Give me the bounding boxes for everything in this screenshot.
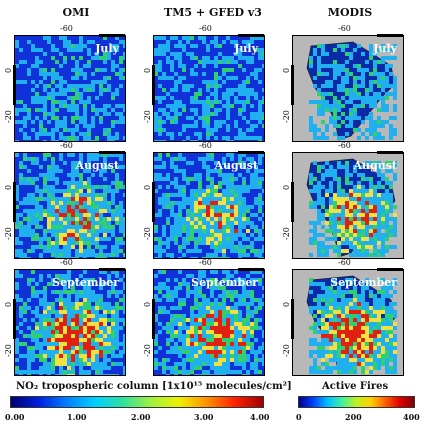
lon-tick-label: -60 <box>199 141 212 150</box>
column-title-omi: OMI <box>62 6 90 19</box>
lat-tick-label-0: 0 <box>282 301 291 307</box>
lon-tick-label: -60 <box>199 258 212 267</box>
lon-tick-label: -60 <box>60 141 73 150</box>
month-label: August <box>353 159 398 172</box>
map-frame-top <box>377 151 403 154</box>
map-panel-tm5-august: August <box>153 152 265 259</box>
lat-tick-label-0: 0 <box>4 184 13 190</box>
colorbar-no2-title: NO₂ tropospheric column [1x10¹⁵ molecule… <box>16 381 292 392</box>
lat-tick-label-20: -20 <box>282 227 291 240</box>
map-panel-tm5-september: September <box>153 269 265 376</box>
map-panel-omi-august: August <box>14 152 126 259</box>
colorbar-no2-tick-0: 0.00 <box>5 412 25 422</box>
lat-tick-label-20: -20 <box>4 344 13 357</box>
month-label: July <box>234 42 258 55</box>
colorbar-fires-tick-0: 0 <box>296 412 302 422</box>
lat-tick-label-20: -20 <box>282 344 291 357</box>
map-frame-top <box>99 268 125 271</box>
lat-tick-label-20: -20 <box>143 227 152 240</box>
map-frame-left <box>291 182 294 222</box>
lon-tick-label: -60 <box>60 24 73 33</box>
lat-tick-label-0: 0 <box>282 67 291 73</box>
colorbar-no2-tick-2: 2.00 <box>131 412 151 422</box>
map-frame-left <box>291 65 294 105</box>
month-label: September <box>191 276 258 289</box>
column-title-tm5: TM5 + GFED v3 <box>164 6 262 19</box>
month-label: September <box>52 276 119 289</box>
map-frame-top <box>99 151 125 154</box>
lat-tick-label-0: 0 <box>143 184 152 190</box>
map-frame-top <box>377 268 403 271</box>
colorbar-fires-title: Active Fires <box>322 381 389 392</box>
map-panel-modis-august: August <box>292 152 404 259</box>
map-frame-left <box>152 65 155 105</box>
lat-tick-label-20: -20 <box>282 110 291 123</box>
map-panel-modis-july: July <box>292 35 404 142</box>
lon-tick-label: -60 <box>60 258 73 267</box>
lat-tick-label-0: 0 <box>282 184 291 190</box>
map-frame-top <box>238 151 264 154</box>
map-panel-modis-september: September <box>292 269 404 376</box>
lon-tick-label: -60 <box>338 141 351 150</box>
map-frame-left <box>13 65 16 105</box>
lon-tick-label: -60 <box>338 258 351 267</box>
map-frame-left <box>13 299 16 339</box>
month-label: August <box>75 159 120 172</box>
column-title-modis: MODIS <box>327 6 373 19</box>
lon-tick-label: -60 <box>338 24 351 33</box>
lat-tick-label-20: -20 <box>143 110 152 123</box>
colorbar-no2 <box>10 396 264 408</box>
map-panel-tm5-july: July <box>153 35 265 142</box>
month-label: July <box>95 42 119 55</box>
map-frame-top <box>238 34 264 37</box>
map-frame-left <box>291 299 294 339</box>
map-frame-top <box>238 268 264 271</box>
lon-tick-label: -60 <box>199 24 212 33</box>
colorbar-fires <box>298 396 415 408</box>
map-panel-omi-september: September <box>14 269 126 376</box>
lat-tick-label-20: -20 <box>4 227 13 240</box>
map-frame-left <box>152 299 155 339</box>
month-label: July <box>373 42 397 55</box>
colorbar-fires-tick-2: 400 <box>403 412 420 422</box>
colorbar-fires-tick-1: 200 <box>345 412 362 422</box>
colorbar-no2-tick-1: 1.00 <box>67 412 87 422</box>
map-frame-left <box>13 182 16 222</box>
lat-tick-label-0: 0 <box>4 67 13 73</box>
month-label: September <box>330 276 397 289</box>
colorbar-no2-tick-3: 3.00 <box>194 412 214 422</box>
map-frame-top <box>99 34 125 37</box>
lat-tick-label-0: 0 <box>143 301 152 307</box>
map-frame-left <box>152 182 155 222</box>
lat-tick-label-20: -20 <box>143 344 152 357</box>
month-label: August <box>214 159 259 172</box>
map-panel-omi-july: July <box>14 35 126 142</box>
lat-tick-label-20: -20 <box>4 110 13 123</box>
colorbar-no2-tick-4: 4.00 <box>250 412 270 422</box>
lat-tick-label-0: 0 <box>4 301 13 307</box>
map-frame-top <box>377 34 403 37</box>
lat-tick-label-0: 0 <box>143 67 152 73</box>
